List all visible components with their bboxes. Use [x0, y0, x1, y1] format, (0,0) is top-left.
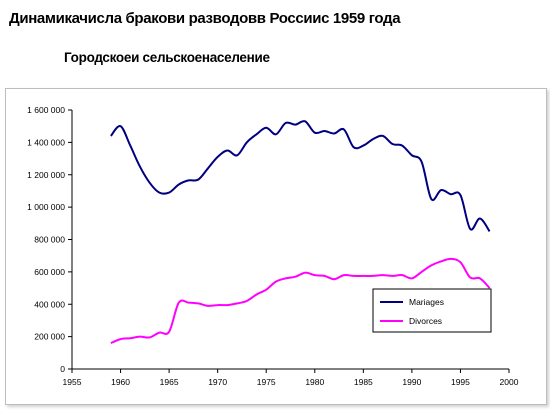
x-tick-label: 1970: [208, 377, 227, 387]
legend-box: [372, 288, 492, 333]
x-tick-label: 1975: [257, 377, 276, 387]
legend-label-divorces: Divorces: [409, 316, 442, 326]
series-line-divorces: [110, 257, 491, 345]
x-tick-label: 2000: [500, 377, 519, 387]
y-tick-label: 1 000 000: [27, 202, 65, 212]
chart-area: 0 200 000 400 000 600 000 800 000 1 000 000 1 …: [5, 88, 547, 405]
y-tick-label: 0: [60, 364, 65, 374]
x-tick-label: 1955: [63, 377, 82, 387]
y-tick-label: 600 000: [34, 267, 65, 277]
x-tick-label: 1990: [402, 377, 421, 387]
x-tick-label: 1960: [111, 377, 130, 387]
series-line-mariages: [110, 120, 491, 232]
x-tick-label: 1980: [305, 377, 324, 387]
x-tick-label: 1995: [451, 377, 470, 387]
y-tick-label: 1 200 000: [27, 170, 65, 180]
x-tick-label: 1985: [354, 377, 373, 387]
y-tick-label: 200 000: [34, 332, 65, 342]
x-tick-label: 1965: [160, 377, 179, 387]
y-tick-label: 1 600 000: [27, 105, 65, 115]
y-tick-label: 1 400 000: [27, 137, 65, 147]
slide-title: Динамикачисла бракови разводовв Россиис …: [9, 10, 401, 27]
legend-label-mariages: Mariages: [409, 297, 444, 307]
y-tick-label: 800 000: [34, 235, 65, 245]
slide-subtitle: Городскоеи сельскоенаселение: [64, 50, 270, 65]
y-tick-label: 400 000: [34, 299, 65, 309]
chart-svg: 0 200 000 400 000 600 000 800 000 1 000 000 1 …: [27, 105, 519, 387]
